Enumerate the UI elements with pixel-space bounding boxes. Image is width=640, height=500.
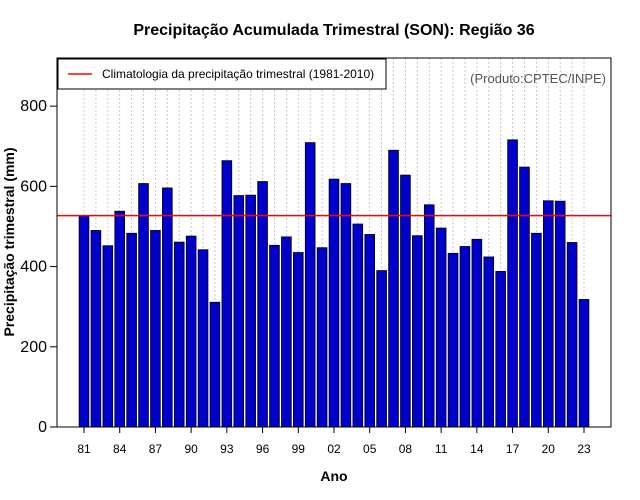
bar-1996 [257,181,268,428]
x-tick-label: 14 [470,442,484,456]
bar-2007 [388,149,399,428]
bar-2018 [519,166,530,428]
bar-1989 [173,241,185,428]
y-axis: 0 200 400 600 800 [20,98,57,436]
bar-1998 [281,236,292,428]
bar-1983 [102,245,114,428]
bar-1991 [197,249,209,428]
bar-2021 [554,200,566,428]
x-axis: 81 84 87 90 93 96 99 02 05 08 11 14 17 20 23 [77,427,591,456]
bar-1995 [245,194,256,428]
legend-box [57,58,387,90]
x-tick-label: 96 [256,442,270,456]
y-tick-label: 200 [20,339,47,356]
bar-2001 [316,247,328,428]
legend-label: Climatologia da precipitação trimestral … [102,67,374,81]
x-tick-label: 87 [149,442,163,456]
x-tick-label: 99 [292,442,306,456]
bar-2009 [412,235,423,428]
y-tick-label: 400 [20,259,47,276]
x-tick-label: 05 [363,442,377,456]
bar-2010 [423,204,435,428]
bar-2023 [578,299,590,428]
bar-1999 [293,252,304,428]
bar-2003 [340,183,352,428]
legend: Climatologia da precipitação trimestral … [57,58,387,90]
bar-2005 [364,234,375,428]
bar-2016 [495,270,506,428]
bar-1993 [221,160,233,428]
bar-1988 [162,187,173,428]
bar-1992 [209,301,221,428]
x-tick-label: 23 [577,442,591,456]
chart-title: Precipitação Acumulada Trimestral (SON):… [133,22,534,39]
bar-2014 [471,238,483,428]
x-tick-label: 11 [435,442,448,456]
bar-1986 [138,183,149,428]
x-tick-label: 84 [113,442,127,456]
bar-1987 [150,230,161,428]
y-tick-label: 0 [38,419,47,436]
bar-2017 [507,139,518,428]
x-tick-label: 90 [184,442,198,456]
x-tick-label: 17 [506,442,520,456]
x-tick-label: 08 [399,442,413,456]
bar-2019 [531,232,542,428]
bar-2000 [304,142,316,428]
bar-2015 [483,256,495,428]
x-tick-label: 02 [327,442,341,456]
bars-group [78,139,590,428]
x-tick-label: 93 [220,442,234,456]
bar-1997 [269,244,280,428]
bar-2020 [543,200,554,428]
bar-1994 [233,195,245,428]
bar-2006 [376,270,387,428]
bar-1984 [114,210,125,428]
bar-1990 [185,235,197,428]
y-tick-label: 600 [20,178,47,195]
bar-1982 [90,230,102,428]
x-tick-label: 20 [542,442,556,456]
bar-2008 [400,174,411,428]
y-tick-label: 800 [20,98,47,115]
bar-2022 [566,242,578,428]
bar-2013 [459,246,471,428]
x-tick-label: 81 [77,442,91,456]
bar-2004 [352,223,364,428]
y-axis-label: Precipitação trimestral (mm) [1,147,17,336]
x-axis-label: Ano [320,468,347,484]
bar-1985 [126,232,137,428]
bar-2012 [447,252,459,428]
bar-2011 [435,227,447,428]
credit-text: (Produto:CPTEC/INPE) [470,71,606,86]
bar-1981 [78,215,90,428]
